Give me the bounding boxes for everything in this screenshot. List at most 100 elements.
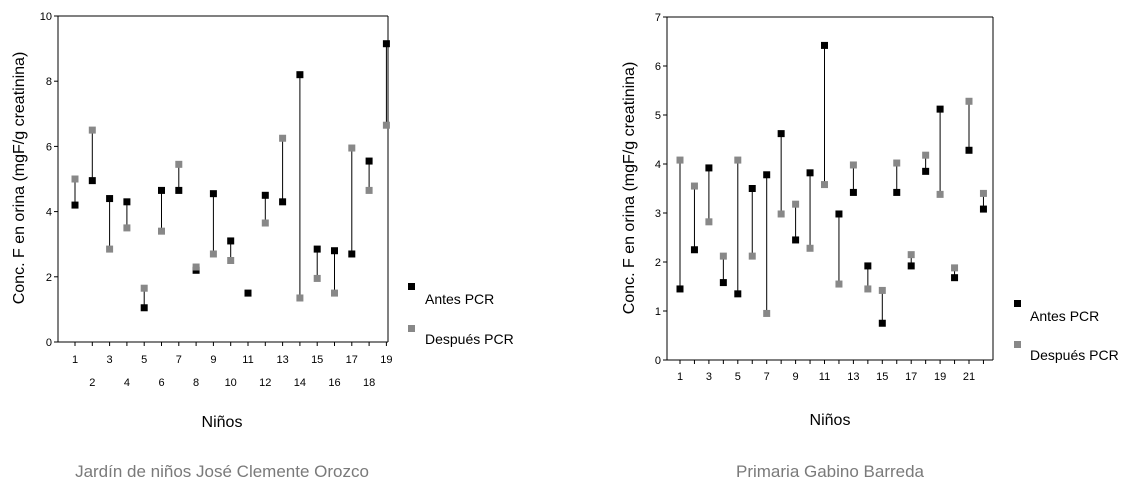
connector-lines [74,43,387,308]
point-despues [821,181,828,189]
point-antes [71,201,79,209]
x-ticks: 1 3 5 7 9 11 13 15 17 192 4 6 8 10 12 14 16 18 [72,342,393,389]
point-antes [175,186,183,194]
legend-marker-despues [408,325,415,332]
point-despues [313,274,321,282]
point-despues [849,161,857,169]
x-tick-label: 7 [764,371,770,383]
point-despues [777,210,785,218]
point-despues [734,156,742,164]
x-tick-label: 17 [905,371,917,383]
y-tick-label: 7 [655,12,661,24]
point-antes [763,171,771,179]
y-tick-label: 0 [46,337,52,349]
y-tick-label: 2 [655,257,661,269]
point-antes [690,246,698,254]
legend: Antes PCR Después PCR [408,283,514,347]
x-tick-label: 1 [72,354,78,366]
x-axis-label: Niños [810,412,851,429]
point-antes [719,279,727,287]
point-antes [907,262,915,270]
point-despues [158,227,165,235]
point-antes [313,245,321,253]
legend-marker-antes [408,283,415,290]
point-despues [922,151,930,159]
y-axis-label: Conc. F en orina (mgF/g creatinina) [621,62,638,315]
x-tick-label: 17 [346,354,358,366]
x-tick-label: 1 [677,371,683,383]
point-antes [979,205,987,213]
point-antes [123,198,131,206]
point-despues [907,251,915,259]
x-tick-label: 3 [706,371,712,383]
point-antes [922,167,930,175]
x-tick-label: 11 [242,354,253,366]
y-tick-label: 6 [655,61,661,73]
point-despues [71,175,79,183]
point-antes [279,198,287,206]
point-despues [893,159,901,167]
legend-label-antes: Antes PCR [425,291,494,307]
point-antes [88,177,96,185]
point-despues [209,250,217,258]
legend-label-antes: Antes PCR [1030,308,1099,324]
point-despues [705,218,713,226]
y-tick-label: 8 [46,76,52,88]
point-antes [893,188,901,196]
x-tick-label: 14 [294,377,306,389]
y-tick-label: 4 [46,207,52,219]
point-despues [763,309,771,317]
y-tick-label: 1 [655,306,661,318]
point-despues [878,286,886,294]
y-tick-label: 0 [655,355,661,367]
point-antes [244,289,252,297]
y-tick-label: 5 [655,110,661,122]
point-despues [951,264,959,272]
point-antes [878,319,886,327]
x-tick-label: 15 [311,354,323,366]
point-despues [279,134,287,142]
x-tick-label: 10 [225,377,237,389]
x-tick-label: 18 [363,377,375,389]
x-tick-label: 5 [735,371,741,383]
x-tick-label: 21 [963,371,975,383]
point-despues [261,219,269,227]
x-tick-label: 9 [210,354,216,366]
x-tick-label: 4 [124,377,130,389]
point-despues [192,263,200,271]
y-axis-label: Conc. F en orina (mgF/g creatinina) [11,52,28,305]
data-points [676,41,987,327]
point-antes [348,250,356,258]
point-antes [296,71,304,79]
point-antes [748,185,756,192]
y-tick-label: 3 [655,208,661,220]
x-tick-label: 7 [176,354,182,366]
point-despues [123,224,131,232]
point-antes [140,304,148,312]
x-tick-label: 16 [328,377,340,389]
point-despues [806,244,814,252]
point-despues [835,280,843,288]
point-antes [849,188,857,196]
y-tick-label: 10 [40,11,52,23]
point-despues [792,200,800,208]
point-despues [965,97,973,105]
point-despues [676,156,684,164]
point-antes [158,186,165,194]
legend-marker-despues [1014,341,1021,348]
point-antes [365,157,373,165]
point-despues [365,186,373,194]
x-tick-label: 5 [141,354,147,366]
point-despues [382,121,390,129]
x-tick-label: 19 [934,371,946,383]
x-tick-label: 2 [89,377,95,389]
point-antes [806,169,814,177]
y-ticks: 0 1 2 3 4 5 6 7 [655,12,667,367]
point-despues [227,257,235,264]
x-axis-label: Niños [202,414,243,431]
point-antes [792,236,800,244]
point-antes [705,164,713,172]
point-antes [382,40,390,48]
point-despues [140,284,148,292]
